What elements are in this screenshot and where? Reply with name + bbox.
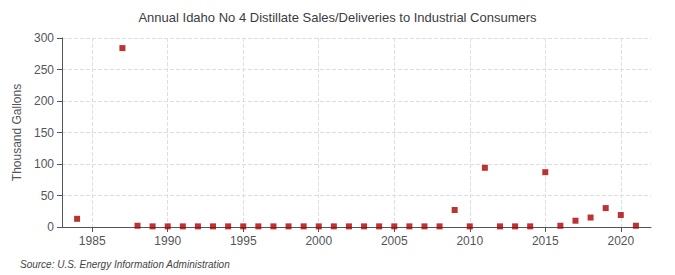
svg-text:Thousand Gallons: Thousand Gallons: [10, 84, 24, 181]
svg-text:1995: 1995: [230, 234, 257, 248]
svg-text:2020: 2020: [607, 234, 634, 248]
svg-text:150: 150: [34, 126, 54, 140]
svg-text:1990: 1990: [154, 234, 181, 248]
svg-text:Annual Idaho No 4 Distillate S: Annual Idaho No 4 Distillate Sales/Deliv…: [138, 10, 537, 25]
svg-text:250: 250: [34, 63, 54, 77]
svg-text:2010: 2010: [456, 234, 483, 248]
svg-text:0: 0: [47, 220, 54, 234]
svg-text:2015: 2015: [532, 234, 559, 248]
svg-text:Source: U.S. Energy Informatio: Source: U.S. Energy Information Administ…: [20, 259, 230, 270]
svg-text:200: 200: [34, 94, 54, 108]
svg-text:100: 100: [34, 157, 54, 171]
svg-text:2000: 2000: [305, 234, 332, 248]
svg-text:2005: 2005: [381, 234, 408, 248]
svg-text:1985: 1985: [79, 234, 106, 248]
svg-text:300: 300: [34, 31, 54, 45]
svg-text:50: 50: [41, 189, 55, 203]
